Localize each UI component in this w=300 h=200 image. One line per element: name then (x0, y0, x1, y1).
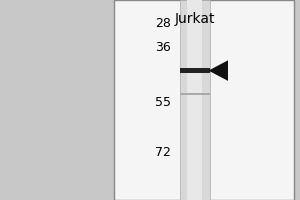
Bar (180, 93, 210, 95)
Text: 55: 55 (155, 96, 171, 109)
Text: 36: 36 (155, 41, 171, 54)
Bar (188, 0, 202, 200)
Text: 28: 28 (155, 17, 171, 30)
Text: Jurkat: Jurkat (175, 12, 215, 26)
Bar (180, 0, 210, 200)
Text: 72: 72 (155, 146, 171, 159)
Polygon shape (208, 60, 228, 81)
Bar (114, 0, 294, 200)
Bar (180, 68, 210, 73)
